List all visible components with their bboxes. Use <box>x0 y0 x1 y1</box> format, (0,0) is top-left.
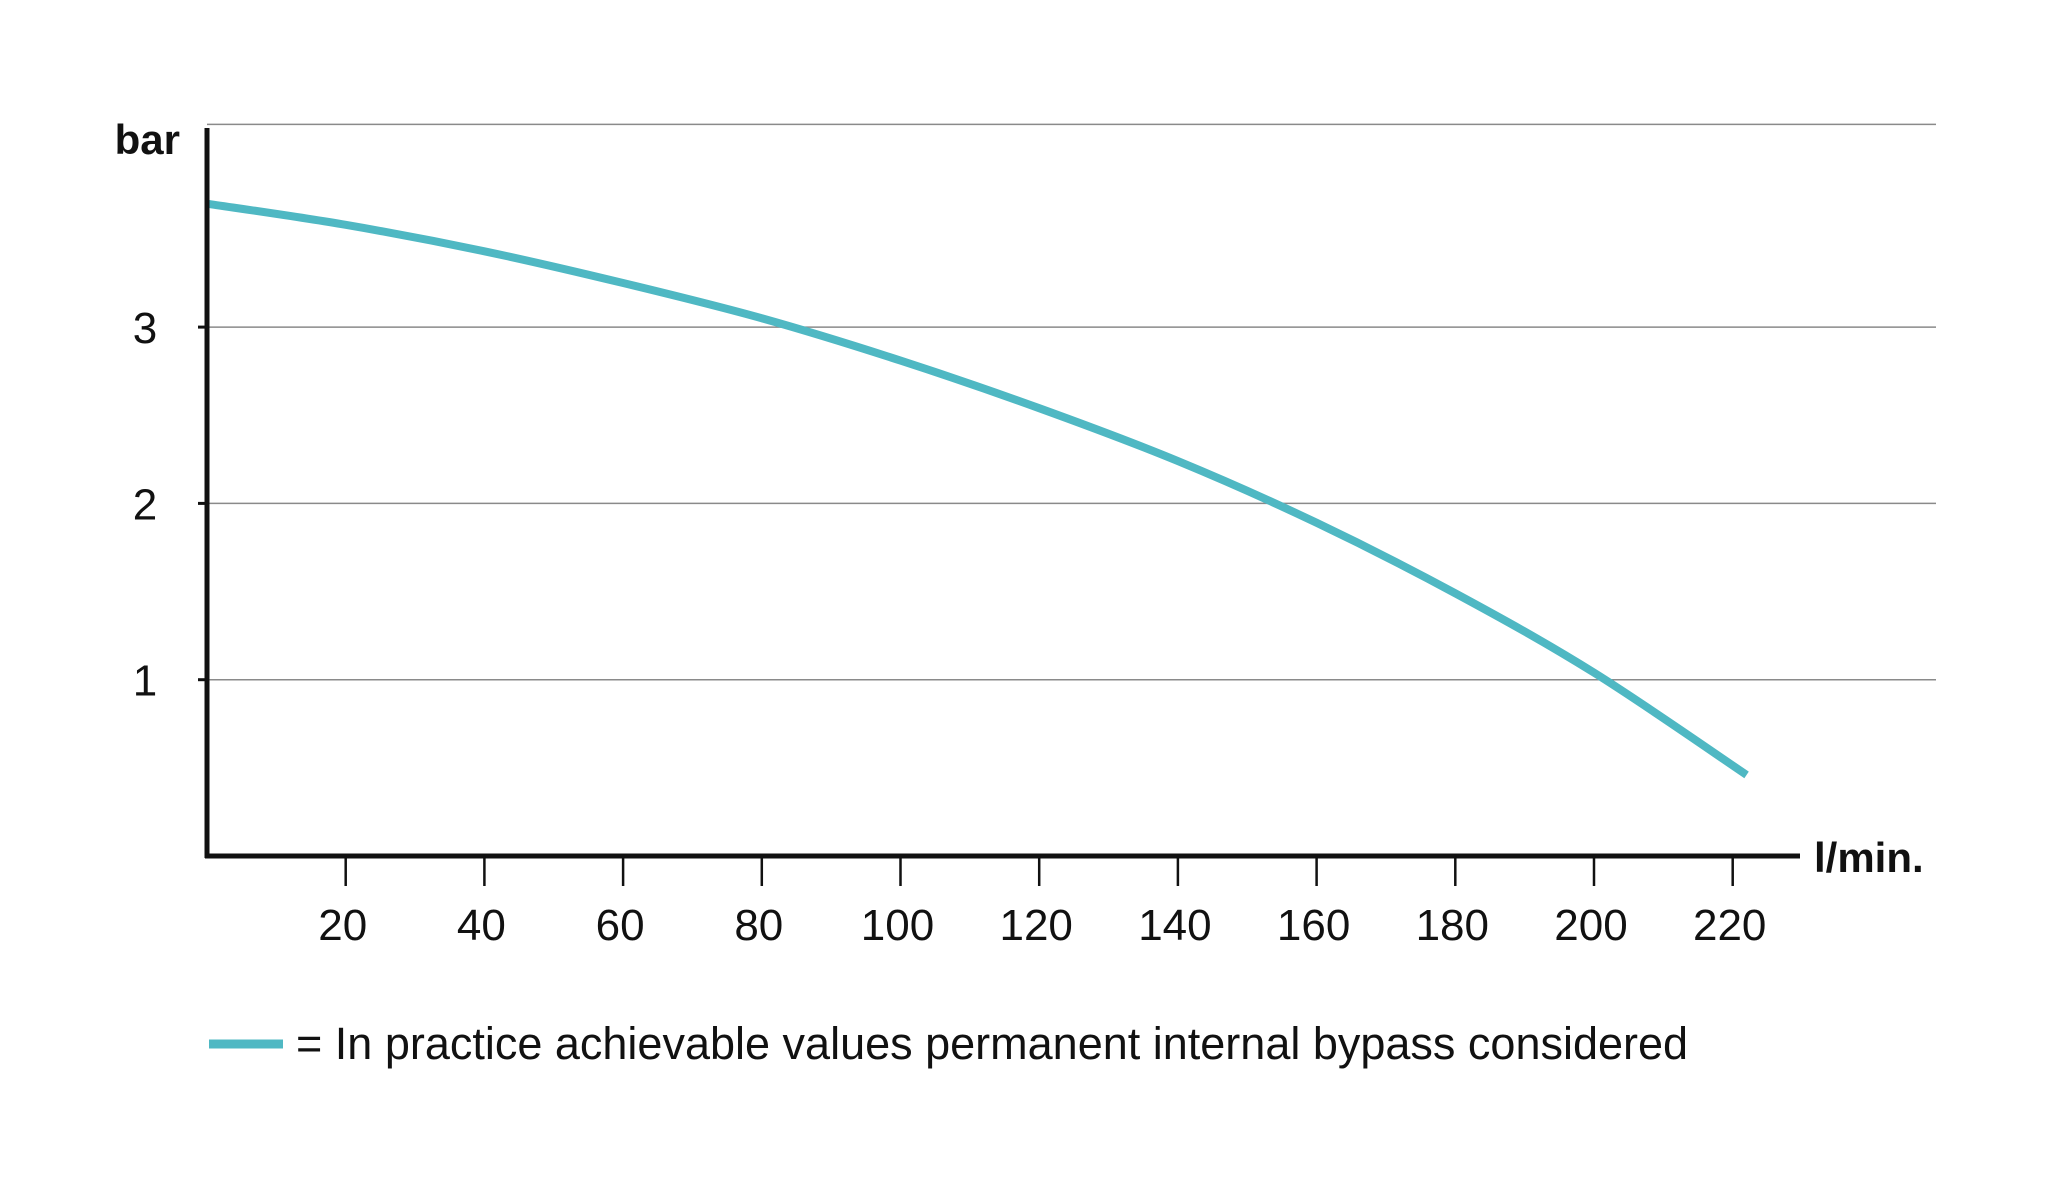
legend-label: = In practice achievable values permanen… <box>296 1018 1688 1069</box>
x-tick-label: 140 <box>1138 901 1211 950</box>
x-tick-label: 220 <box>1693 901 1766 950</box>
y-tick-label: 1 <box>133 657 157 706</box>
axes <box>204 128 1800 859</box>
x-tick-label: 100 <box>861 901 934 950</box>
grid-lines <box>207 123 1936 681</box>
series-line <box>206 199 1749 779</box>
y-tick-label: 2 <box>133 480 157 529</box>
x-ticks: 20 40 60 80 100 120 140 160 180 200 220 <box>318 856 1766 950</box>
y-tick-label: 3 <box>133 304 157 353</box>
x-axis-title: l/min. <box>1814 834 1924 881</box>
x-tick-label: 180 <box>1416 901 1489 950</box>
x-tick-label: 20 <box>318 901 367 950</box>
y-axis-title: bar <box>115 116 180 163</box>
x-tick-label: 160 <box>1277 901 1350 950</box>
y-ticks: 1 2 3 <box>133 304 207 706</box>
x-tick-label: 60 <box>596 901 645 950</box>
series-group <box>206 199 1749 779</box>
x-tick-label: 80 <box>734 901 783 950</box>
legend: = In practice achievable values permanen… <box>209 1018 1688 1069</box>
x-tick-label: 120 <box>999 901 1072 950</box>
x-tick-label: 200 <box>1554 901 1627 950</box>
x-tick-label: 40 <box>457 901 506 950</box>
